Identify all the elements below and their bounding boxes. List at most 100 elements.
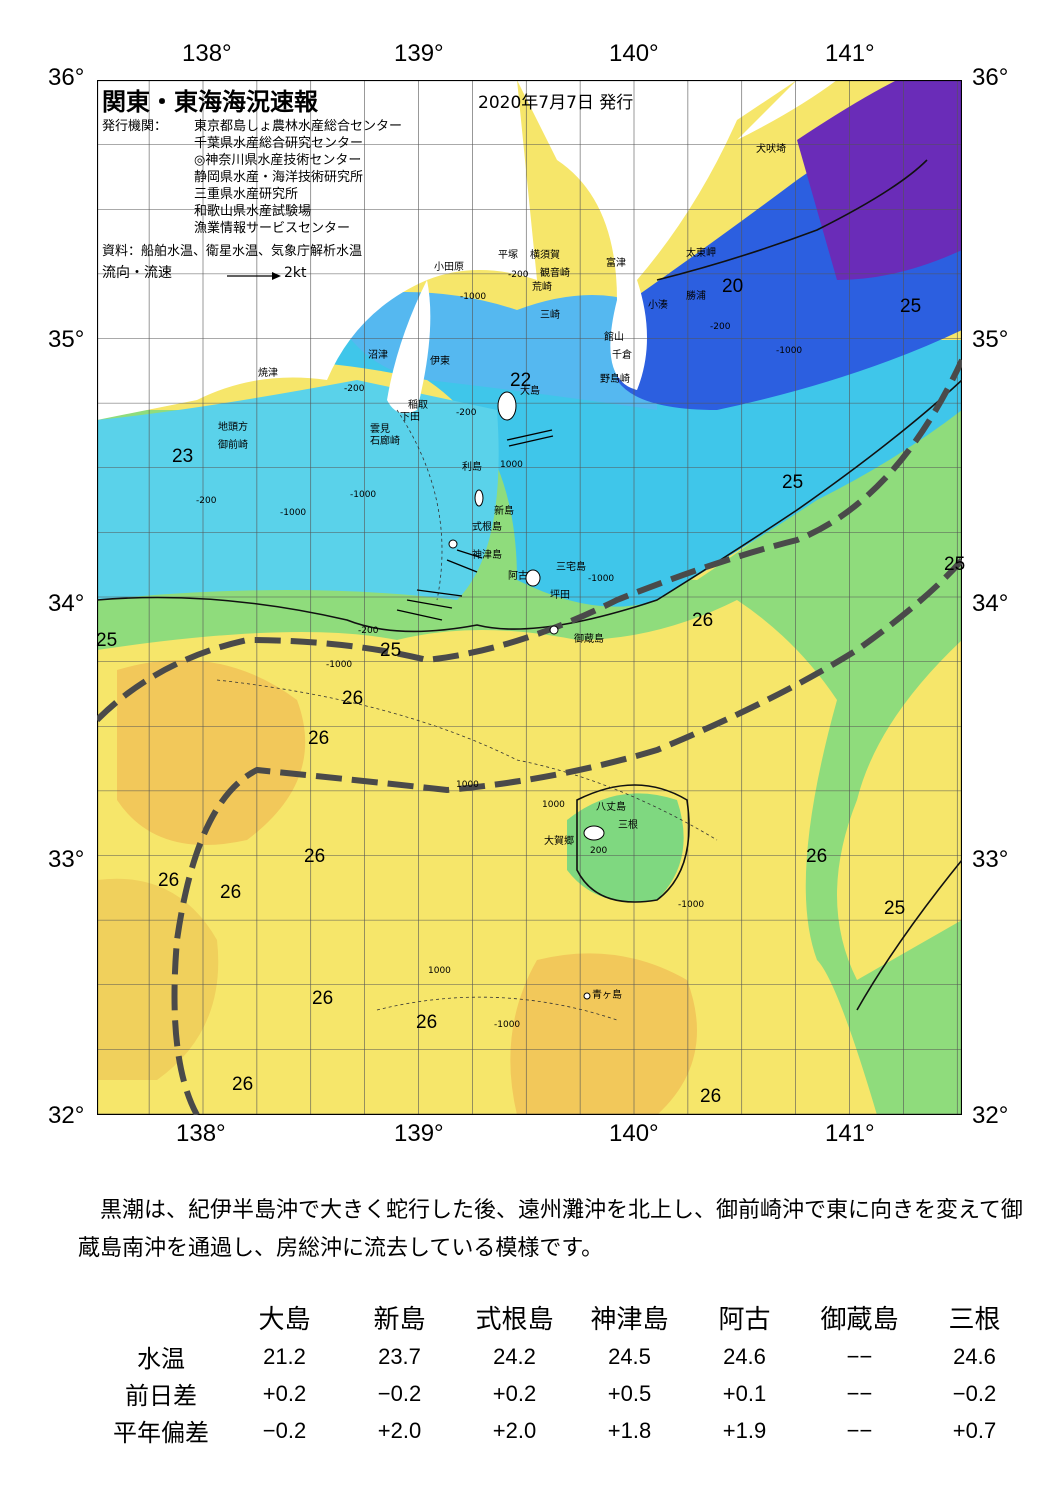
table-cell: 24.6 bbox=[723, 1343, 766, 1369]
depth-label: -1000 bbox=[460, 292, 487, 302]
depth-label: -200 bbox=[456, 408, 477, 418]
depth-label: -200 bbox=[196, 496, 217, 506]
lat-label-right-34: 34° bbox=[972, 590, 1009, 617]
issuer-label: 発行機関： bbox=[102, 119, 168, 134]
depth-label: -1000 bbox=[326, 660, 353, 670]
depth-label: -1000 bbox=[350, 490, 377, 500]
place-label: 雲見 bbox=[370, 424, 390, 435]
table-row: 前日差 +0.2 −0.2 +0.2 +0.5 +0.1 −− −0.2 bbox=[95, 1375, 1032, 1412]
depth-label: 200 bbox=[590, 846, 608, 856]
place-label: 荒崎 bbox=[532, 282, 552, 293]
depth-label: -200 bbox=[358, 626, 379, 636]
lat-label-right-35: 35° bbox=[972, 326, 1009, 353]
table-header-row: 大島 新島 式根島 神津島 阿古 御蔵島 三根 bbox=[95, 1296, 1032, 1338]
depth-label: 1000 bbox=[500, 460, 523, 470]
table-cell: +1.8 bbox=[607, 1417, 652, 1443]
description-text: 黒潮は、紀伊半島沖で大きく蛇行した後、遠州灘沖を北上し、御前崎沖で東に向きを変え… bbox=[78, 1198, 1023, 1261]
coldest-band bbox=[797, 80, 962, 280]
isotherm-label: 23 bbox=[172, 446, 194, 467]
depth-contours bbox=[216, 409, 718, 1021]
depth-label: 1000 bbox=[542, 800, 565, 810]
depth-label: -200 bbox=[710, 322, 731, 332]
issuer-list: 東京都島しょ農林水産総合センター 千葉県水産総合研究センター ◎神奈川県水産技術… bbox=[194, 118, 402, 237]
lon-label-top-139: 139° bbox=[394, 40, 444, 67]
hachijo-green bbox=[567, 793, 684, 902]
table-cell: +0.5 bbox=[607, 1380, 652, 1406]
column-header: 神津島 bbox=[590, 1304, 669, 1335]
izu-peninsula bbox=[387, 280, 431, 414]
honshu-land bbox=[97, 80, 537, 420]
table-cell: +0.2 bbox=[492, 1380, 537, 1406]
lat-label-left-36: 36° bbox=[48, 64, 85, 91]
warm-patch bbox=[510, 953, 697, 1115]
map-frame bbox=[97, 80, 962, 1115]
isotherm-label: 26 bbox=[220, 882, 242, 903]
isotherm-label: 26 bbox=[308, 728, 330, 749]
miyakejima-island bbox=[525, 569, 541, 587]
place-label: 三根 bbox=[618, 820, 638, 831]
depth-label: -1000 bbox=[588, 574, 615, 584]
place-label: 御前崎 bbox=[218, 440, 248, 451]
lon-label-top-141: 141° bbox=[825, 40, 875, 67]
inubo-land bbox=[737, 80, 837, 140]
table-cell: +0.7 bbox=[952, 1417, 997, 1443]
table-cell: −− bbox=[846, 1343, 873, 1369]
isotherm-label: 25 bbox=[96, 630, 118, 651]
place-label: 伊東 bbox=[430, 356, 450, 367]
lat-label-right-36: 36° bbox=[972, 64, 1009, 91]
depth-label: 1000 bbox=[456, 780, 479, 790]
row-header: 前日差 bbox=[125, 1382, 197, 1410]
lon-label-bottom-138: 138° bbox=[176, 1120, 226, 1147]
kuroshio-description: 黒潮は、紀伊半島沖で大きく蛇行した後、遠州灘沖を北上し、御前崎沖で東に向きを変え… bbox=[78, 1192, 1038, 1268]
boso-miura-land bbox=[517, 80, 797, 390]
isotherm-label: 26 bbox=[304, 846, 326, 867]
issuer: 静岡県水産・海洋技術研究所 bbox=[194, 170, 364, 185]
table-cell: 24.6 bbox=[953, 1343, 996, 1369]
table-cell: +0.2 bbox=[262, 1380, 307, 1406]
depth-label: 1000 bbox=[428, 966, 451, 976]
place-label: 小田原 bbox=[434, 262, 464, 273]
lon-label-top-138: 138° bbox=[182, 40, 232, 67]
flow-legend-label: 流向・流速 bbox=[102, 265, 172, 281]
column-header: 阿古 bbox=[718, 1304, 771, 1335]
place-label: 観音崎 bbox=[540, 268, 570, 279]
place-label: 犬吠埼 bbox=[756, 144, 786, 155]
depth-label: -1000 bbox=[494, 1020, 521, 1030]
aogashima-island bbox=[583, 992, 591, 1000]
table-cell: 21.2 bbox=[263, 1343, 306, 1369]
place-label: 焼津 bbox=[258, 368, 278, 379]
place-label: 勝浦 bbox=[686, 291, 706, 302]
isotherm-label: 20 bbox=[722, 276, 744, 297]
place-label: 館山 bbox=[604, 332, 624, 343]
lat-label-left-34: 34° bbox=[48, 590, 85, 617]
lat-label-left-33: 33° bbox=[48, 846, 85, 873]
table-cell: −− bbox=[846, 1417, 873, 1443]
isotherm-label: 26 bbox=[700, 1086, 722, 1107]
issuer: 三重県水産研究所 bbox=[194, 187, 299, 202]
depth-label: -200 bbox=[508, 270, 529, 280]
table-cell: +2.0 bbox=[492, 1417, 537, 1443]
issuer: 漁業情報サービスセンター bbox=[194, 221, 351, 236]
place-label: 大賀郷 bbox=[544, 836, 574, 847]
hachijojima-island bbox=[583, 825, 605, 841]
place-label: 神津島 bbox=[472, 550, 502, 561]
lat-label-left-32: 32° bbox=[48, 1102, 85, 1129]
column-header: 式根島 bbox=[475, 1304, 554, 1335]
issuer: 千葉県水産総合研究センター bbox=[194, 136, 364, 151]
column-header: 三根 bbox=[948, 1304, 1001, 1335]
islands bbox=[448, 391, 605, 1000]
table-cell: +0.1 bbox=[722, 1380, 767, 1406]
table-cell: +2.0 bbox=[377, 1417, 422, 1443]
column-header: 大島 bbox=[258, 1304, 311, 1335]
kozushima-island bbox=[448, 539, 458, 549]
kuroshio-axis bbox=[97, 358, 962, 1115]
place-label: 三宅島 bbox=[556, 562, 586, 573]
place-label: 阿古 bbox=[508, 571, 528, 582]
current-arrows bbox=[396, 429, 554, 621]
place-label: 青ヶ島 bbox=[592, 990, 622, 1001]
table-cell: −0.2 bbox=[377, 1380, 422, 1406]
column-header: 新島 bbox=[373, 1304, 426, 1335]
flow-legend-scale: 2kt bbox=[284, 265, 307, 281]
table-cell: 24.5 bbox=[608, 1343, 651, 1369]
lon-label-bottom-141: 141° bbox=[825, 1120, 875, 1147]
